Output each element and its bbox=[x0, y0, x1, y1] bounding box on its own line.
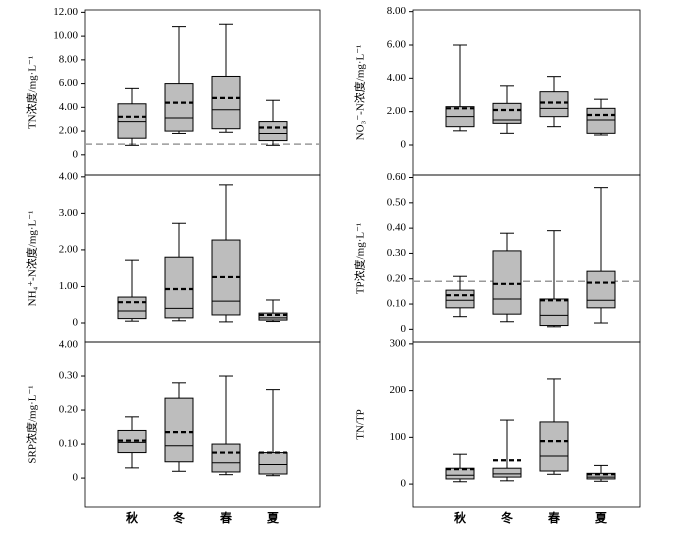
x-tick-label: 春 bbox=[219, 510, 233, 525]
y-tick-label: 0 bbox=[401, 139, 407, 151]
y-tick-label: 8.00 bbox=[387, 5, 407, 17]
x-tick-label: 夏 bbox=[267, 511, 280, 525]
y-tick-label: 10.00 bbox=[53, 30, 78, 42]
y-axis-label: TN/TP bbox=[355, 409, 367, 440]
x-tick-label: 春 bbox=[547, 510, 561, 525]
y-tick-label: 2.00 bbox=[59, 125, 79, 137]
box bbox=[586, 270, 616, 309]
box bbox=[258, 312, 288, 321]
y-tick-label: 0.20 bbox=[59, 404, 79, 416]
y-tick-label: 0.10 bbox=[387, 298, 407, 310]
y-tick-label: 0.20 bbox=[387, 272, 407, 284]
box bbox=[539, 91, 569, 118]
y-axis-label: SRP浓度/mg·L⁻¹ bbox=[25, 385, 39, 463]
y-tick-label: 0.30 bbox=[387, 247, 407, 259]
box bbox=[164, 397, 194, 463]
y-tick-label: 200 bbox=[390, 384, 407, 396]
y-tick-label: 0 bbox=[401, 323, 407, 335]
y-tick-label: 0.50 bbox=[387, 196, 407, 208]
x-tick-label: 秋 bbox=[126, 510, 139, 525]
y-tick-label: 0.40 bbox=[387, 222, 407, 234]
y-tick-label: 300 bbox=[390, 337, 407, 349]
y-axis-label: NO₃⁻-N浓度/mg·L⁻¹ bbox=[353, 45, 367, 141]
x-tick-label: 夏 bbox=[595, 511, 608, 525]
y-axis-label: TN浓度/mg·L⁻¹ bbox=[25, 56, 39, 129]
box bbox=[258, 452, 288, 475]
box bbox=[258, 121, 288, 142]
y-tick-label: 0 bbox=[73, 472, 79, 484]
box bbox=[586, 472, 616, 480]
y-tick-label: 0 bbox=[73, 317, 79, 329]
box bbox=[445, 289, 475, 309]
y-tick-label: 4.00 bbox=[387, 72, 407, 84]
box bbox=[586, 107, 616, 134]
y-tick-label: 0.10 bbox=[59, 438, 79, 450]
y-tick-label: 0 bbox=[401, 478, 407, 490]
y-tick-label: 8.00 bbox=[59, 53, 79, 65]
panel-frame bbox=[84, 9, 321, 176]
box bbox=[117, 296, 147, 320]
box bbox=[492, 250, 522, 315]
x-tick-label: 冬 bbox=[173, 510, 185, 525]
y-tick-label: 2.00 bbox=[387, 105, 407, 117]
y-tick-label: 0.30 bbox=[59, 370, 79, 382]
panel-frame bbox=[412, 174, 641, 343]
y-tick-label: 6.00 bbox=[387, 39, 407, 51]
y-tick-label: 100 bbox=[390, 431, 407, 443]
y-tick-label: 4.00 bbox=[59, 101, 79, 113]
y-tick-label: 2.00 bbox=[59, 243, 79, 255]
y-tick-label: 12.00 bbox=[53, 6, 78, 18]
box bbox=[164, 256, 194, 319]
box bbox=[445, 467, 475, 480]
y-axis-label: NH₄⁺-N浓度/mg·L⁻¹ bbox=[25, 211, 39, 307]
y-tick-label: 0.60 bbox=[387, 171, 407, 183]
box bbox=[539, 298, 569, 327]
box bbox=[492, 102, 522, 124]
y-tick-label: 6.00 bbox=[59, 77, 79, 89]
box bbox=[539, 421, 569, 472]
top-label: 4.00 bbox=[59, 339, 79, 351]
box bbox=[211, 443, 241, 473]
box bbox=[211, 75, 241, 130]
x-tick-label: 冬 bbox=[501, 510, 513, 525]
y-axis-label: TP浓度/mg·L⁻¹ bbox=[353, 223, 367, 294]
box bbox=[492, 467, 522, 478]
y-tick-label: 4.00 bbox=[59, 170, 79, 182]
box bbox=[117, 103, 147, 139]
panel-frame bbox=[412, 9, 641, 176]
panel-frame bbox=[412, 341, 641, 508]
y-tick-label: 3.00 bbox=[59, 207, 79, 219]
y-tick-label: 1.00 bbox=[59, 280, 79, 292]
panel-frame bbox=[84, 341, 321, 508]
y-tick-label: 0 bbox=[73, 148, 79, 160]
box bbox=[164, 83, 194, 132]
x-tick-label: 秋 bbox=[454, 510, 467, 525]
